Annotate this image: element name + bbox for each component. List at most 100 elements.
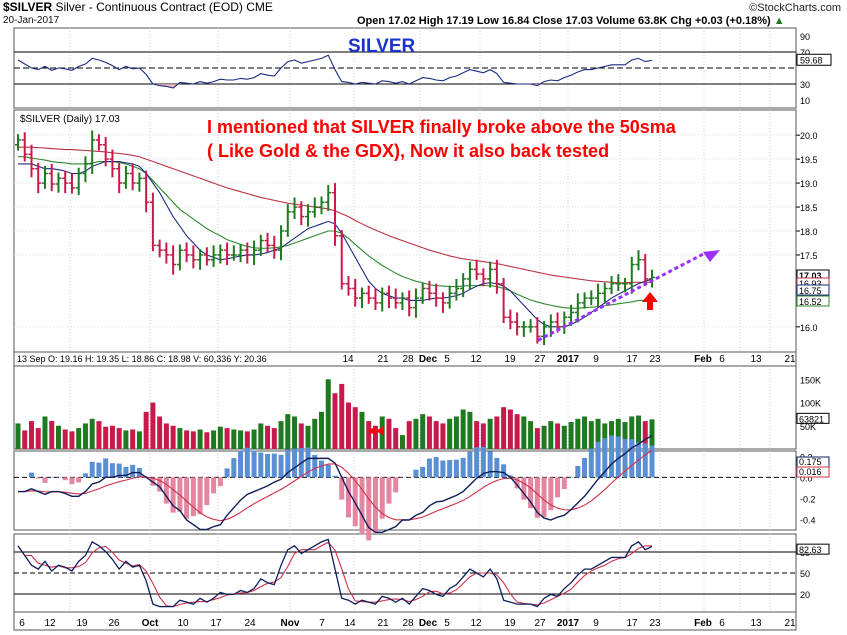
volume-bar	[555, 423, 560, 449]
volume-tick-label: 100K	[800, 399, 821, 409]
volume-bar	[386, 419, 391, 449]
macd-histogram-bar	[494, 458, 499, 477]
x-axis-label: 5	[444, 618, 450, 629]
macd-histogram-bar	[562, 477, 567, 489]
volume-bar	[225, 428, 230, 449]
volume-bar	[63, 429, 68, 449]
volume-bar	[245, 431, 250, 449]
macd-histogram-bar	[643, 443, 648, 477]
volume-bar	[427, 416, 432, 449]
macd-histogram-bar	[569, 477, 574, 478]
macd-histogram-bar	[49, 477, 54, 478]
macd-histogram-bar	[454, 460, 459, 478]
volume-bar	[400, 435, 405, 449]
volume-bar	[177, 428, 182, 449]
bar-info: 13 Sep O: 19.16 H: 19.35 L: 18.86 C: 18.…	[17, 354, 267, 364]
macd-histogram-bar	[225, 468, 230, 477]
volume-bar	[488, 419, 493, 449]
volume-bar	[582, 416, 587, 449]
macd-histogram-bar	[346, 477, 351, 517]
volume-bar	[103, 427, 108, 449]
macd-histogram-bar	[204, 477, 209, 505]
macd-histogram-bar	[110, 463, 115, 477]
rsi-tick-label: 10	[800, 96, 810, 106]
macd-histogram-bar	[292, 449, 297, 478]
macd-histogram-bar	[427, 459, 432, 478]
volume-bar	[123, 430, 128, 449]
volume-bar	[333, 393, 338, 449]
volume-bar	[548, 421, 553, 449]
x-axis-label: 26	[108, 618, 120, 629]
volume-bar	[535, 428, 540, 449]
volume-bar	[137, 431, 142, 449]
volume-bar	[272, 428, 277, 449]
volume-bar	[238, 430, 243, 449]
x-axis-label: 23	[649, 618, 661, 629]
volume-bar	[474, 421, 479, 449]
macd-value-tag-text: 0.016	[799, 467, 822, 477]
volume-bar	[420, 414, 425, 449]
macd-histogram-bar	[413, 470, 418, 478]
macd-histogram-bar	[218, 477, 223, 486]
volume-bar	[90, 419, 95, 449]
macd-histogram-bar	[474, 447, 479, 477]
volume-bar	[218, 427, 223, 449]
volume-bar	[299, 423, 304, 449]
volume-bar	[184, 430, 189, 449]
x-axis-label: Feb	[694, 618, 712, 629]
top-date-label: 28	[402, 354, 414, 365]
macd-histogram-bar	[542, 477, 547, 517]
x-axis-label: 12	[470, 618, 482, 629]
macd-histogram-bar	[76, 477, 81, 482]
volume-bar	[359, 412, 364, 449]
x-axis-label: 12	[44, 618, 56, 629]
volume-bar	[42, 416, 47, 449]
macd-histogram-bar	[589, 449, 594, 478]
price-tick-label: 16.0	[800, 323, 818, 333]
volume-bar	[413, 419, 418, 449]
volume-bar	[542, 426, 547, 449]
top-date-label: 5	[444, 354, 450, 365]
macd-histogram-bar	[609, 435, 614, 477]
macd-histogram-bar	[596, 442, 601, 478]
volume-bar	[83, 423, 88, 449]
macd-histogram-bar	[575, 466, 580, 477]
rsi-title: SILVER	[348, 36, 415, 57]
top-date-label: 21	[784, 354, 796, 365]
macd-tick-label: -0.4	[800, 515, 816, 525]
volume-bar	[211, 430, 216, 449]
volume-bar	[231, 429, 236, 449]
top-date-label: Dec	[419, 354, 438, 365]
volume-bar	[265, 426, 270, 449]
volume-tick-label: 150K	[800, 375, 821, 385]
macd-histogram-bar	[238, 450, 243, 477]
macd-histogram-bar	[96, 463, 101, 478]
x-axis-label: 21	[784, 618, 796, 629]
price-tick-label: 18.5	[800, 203, 818, 213]
price-tick-label: 17.5	[800, 251, 818, 261]
volume-bar	[650, 419, 655, 449]
volume-bar	[569, 422, 574, 449]
volume-bar	[49, 421, 54, 449]
annotation-line-2: ( Like Gold & the GDX), Now it also back…	[207, 141, 609, 161]
volume-bar	[29, 421, 34, 449]
macd-histogram-bar	[434, 457, 439, 477]
volume-bar	[461, 410, 466, 450]
macd-histogram-bar	[211, 477, 216, 493]
macd-histogram-bar	[555, 477, 560, 497]
price-tick-label: 19.5	[800, 155, 818, 165]
volume-bar	[258, 423, 263, 449]
volume-bar	[36, 428, 41, 449]
macd-value-tag-text: 0.175	[799, 457, 822, 467]
top-date-label: 9	[593, 354, 599, 365]
macd-histogram-bar	[69, 477, 74, 484]
macd-histogram-bar	[393, 477, 398, 492]
macd-histogram-bar	[488, 451, 493, 477]
volume-bar	[56, 426, 61, 449]
stoch-tick-label: 50	[800, 569, 810, 579]
macd-histogram-bar	[359, 477, 364, 534]
volume-bar	[326, 379, 331, 449]
macd-histogram-bar	[198, 477, 203, 514]
macd-histogram-bar	[252, 450, 257, 477]
